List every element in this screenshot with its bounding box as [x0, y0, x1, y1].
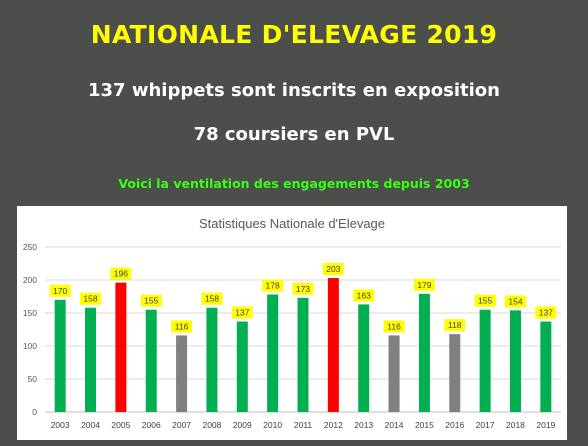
- data-label-bg: [413, 278, 435, 291]
- x-tick-label: 2012: [324, 420, 343, 430]
- bar-2003: [54, 299, 66, 412]
- data-label-bg: [535, 306, 557, 319]
- data-label-bg: [474, 294, 496, 307]
- data-label: 137: [539, 308, 553, 318]
- bar-2013: [358, 304, 370, 412]
- data-label: 155: [478, 296, 492, 306]
- x-tick-label: 2016: [445, 420, 464, 430]
- data-label-bg: [383, 320, 405, 333]
- data-label-bg: [292, 282, 314, 295]
- data-label: 116: [175, 321, 189, 331]
- data-label-bg: [262, 279, 284, 292]
- x-tick-label: 2006: [142, 420, 161, 430]
- x-tick-label: 2015: [415, 420, 434, 430]
- data-label-bg: [140, 294, 162, 307]
- bar-2011: [297, 297, 309, 412]
- data-label: 170: [53, 286, 67, 296]
- data-label-bg: [171, 320, 193, 333]
- data-label-bg: [322, 263, 344, 276]
- data-label: 116: [387, 321, 401, 331]
- x-tick-label: 2014: [385, 420, 404, 430]
- data-label-bg: [49, 284, 71, 297]
- data-label: 154: [508, 296, 522, 306]
- coursing-count-text: 78 coursiers en PVL: [193, 124, 395, 145]
- x-tick-label: 2008: [202, 420, 221, 430]
- data-label-bg: [231, 306, 253, 319]
- data-label-bg: [444, 319, 466, 332]
- x-tick-label: 2019: [536, 420, 555, 430]
- x-tick-label: 2005: [111, 420, 130, 430]
- bar-2007: [176, 335, 188, 412]
- data-label-bg: [80, 292, 102, 305]
- x-tick-label: 2010: [263, 420, 282, 430]
- y-tick-label: 200: [23, 275, 37, 285]
- data-label-bg: [110, 267, 132, 280]
- bar-2005: [115, 282, 127, 412]
- bar-2018: [509, 310, 521, 412]
- data-label: 173: [296, 284, 310, 294]
- bar-2017: [479, 309, 491, 412]
- x-tick-label: 2004: [81, 420, 100, 430]
- data-label: 155: [144, 296, 158, 306]
- chart-panel: Statistiques Nationale d'Elevage 170 158 1…: [17, 206, 567, 440]
- x-tick-label: 2018: [506, 420, 525, 430]
- chart-title: Statistiques Nationale d'Elevage: [199, 216, 385, 231]
- x-tick-label: 2007: [172, 420, 191, 430]
- axis-labels: 0 50 100 150 200 250 2003 2004 2005 2006 2007 2008 2…: [23, 242, 556, 430]
- y-tick-label: 150: [23, 308, 37, 318]
- data-label: 179: [417, 280, 431, 290]
- bar-2009: [236, 321, 248, 412]
- bar-2006: [145, 309, 157, 412]
- bar-chart: Statistiques Nationale d'Elevage 1701581…: [23, 216, 561, 430]
- y-tick-label: 0: [32, 407, 37, 417]
- data-label: 203: [326, 264, 340, 274]
- x-tick-label: 2003: [51, 420, 70, 430]
- data-labels: 170 158 196 155 116 158 137 178 173 203 163 116 179 1…: [49, 263, 557, 333]
- bars: [54, 278, 552, 412]
- data-label: 137: [235, 308, 249, 318]
- data-label: 158: [83, 294, 97, 304]
- data-label: 178: [266, 281, 280, 291]
- data-label-bg: [504, 295, 526, 308]
- bar-2016: [449, 334, 461, 412]
- y-tick-label: 250: [23, 242, 37, 252]
- y-tick-label: 100: [23, 341, 37, 351]
- x-tick-label: 2013: [354, 420, 373, 430]
- x-tick-label: 2011: [294, 420, 313, 430]
- bar-2008: [206, 307, 218, 412]
- page-title: NATIONALE D'ELEVAGE 2019: [90, 20, 498, 49]
- x-tick-label: 2017: [476, 420, 495, 430]
- data-label-bg: [353, 289, 375, 302]
- bar-2004: [85, 307, 97, 412]
- data-label: 158: [205, 294, 219, 304]
- y-tick-label: 50: [28, 374, 38, 384]
- data-label: 196: [114, 269, 128, 279]
- data-label: 118: [448, 320, 462, 330]
- bar-2012: [327, 278, 339, 412]
- data-label-bg: [201, 292, 223, 305]
- exhibition-count-text: 137 whippets sont inscrits en exposition: [88, 80, 500, 101]
- chart-intro-text: Voici la ventilation des engagements dep…: [118, 176, 470, 191]
- data-label: 163: [357, 290, 371, 300]
- bar-2015: [418, 293, 430, 412]
- bar-2019: [540, 321, 552, 412]
- x-tick-label: 2009: [233, 420, 252, 430]
- bar-2010: [267, 294, 279, 412]
- bar-2014: [388, 335, 400, 412]
